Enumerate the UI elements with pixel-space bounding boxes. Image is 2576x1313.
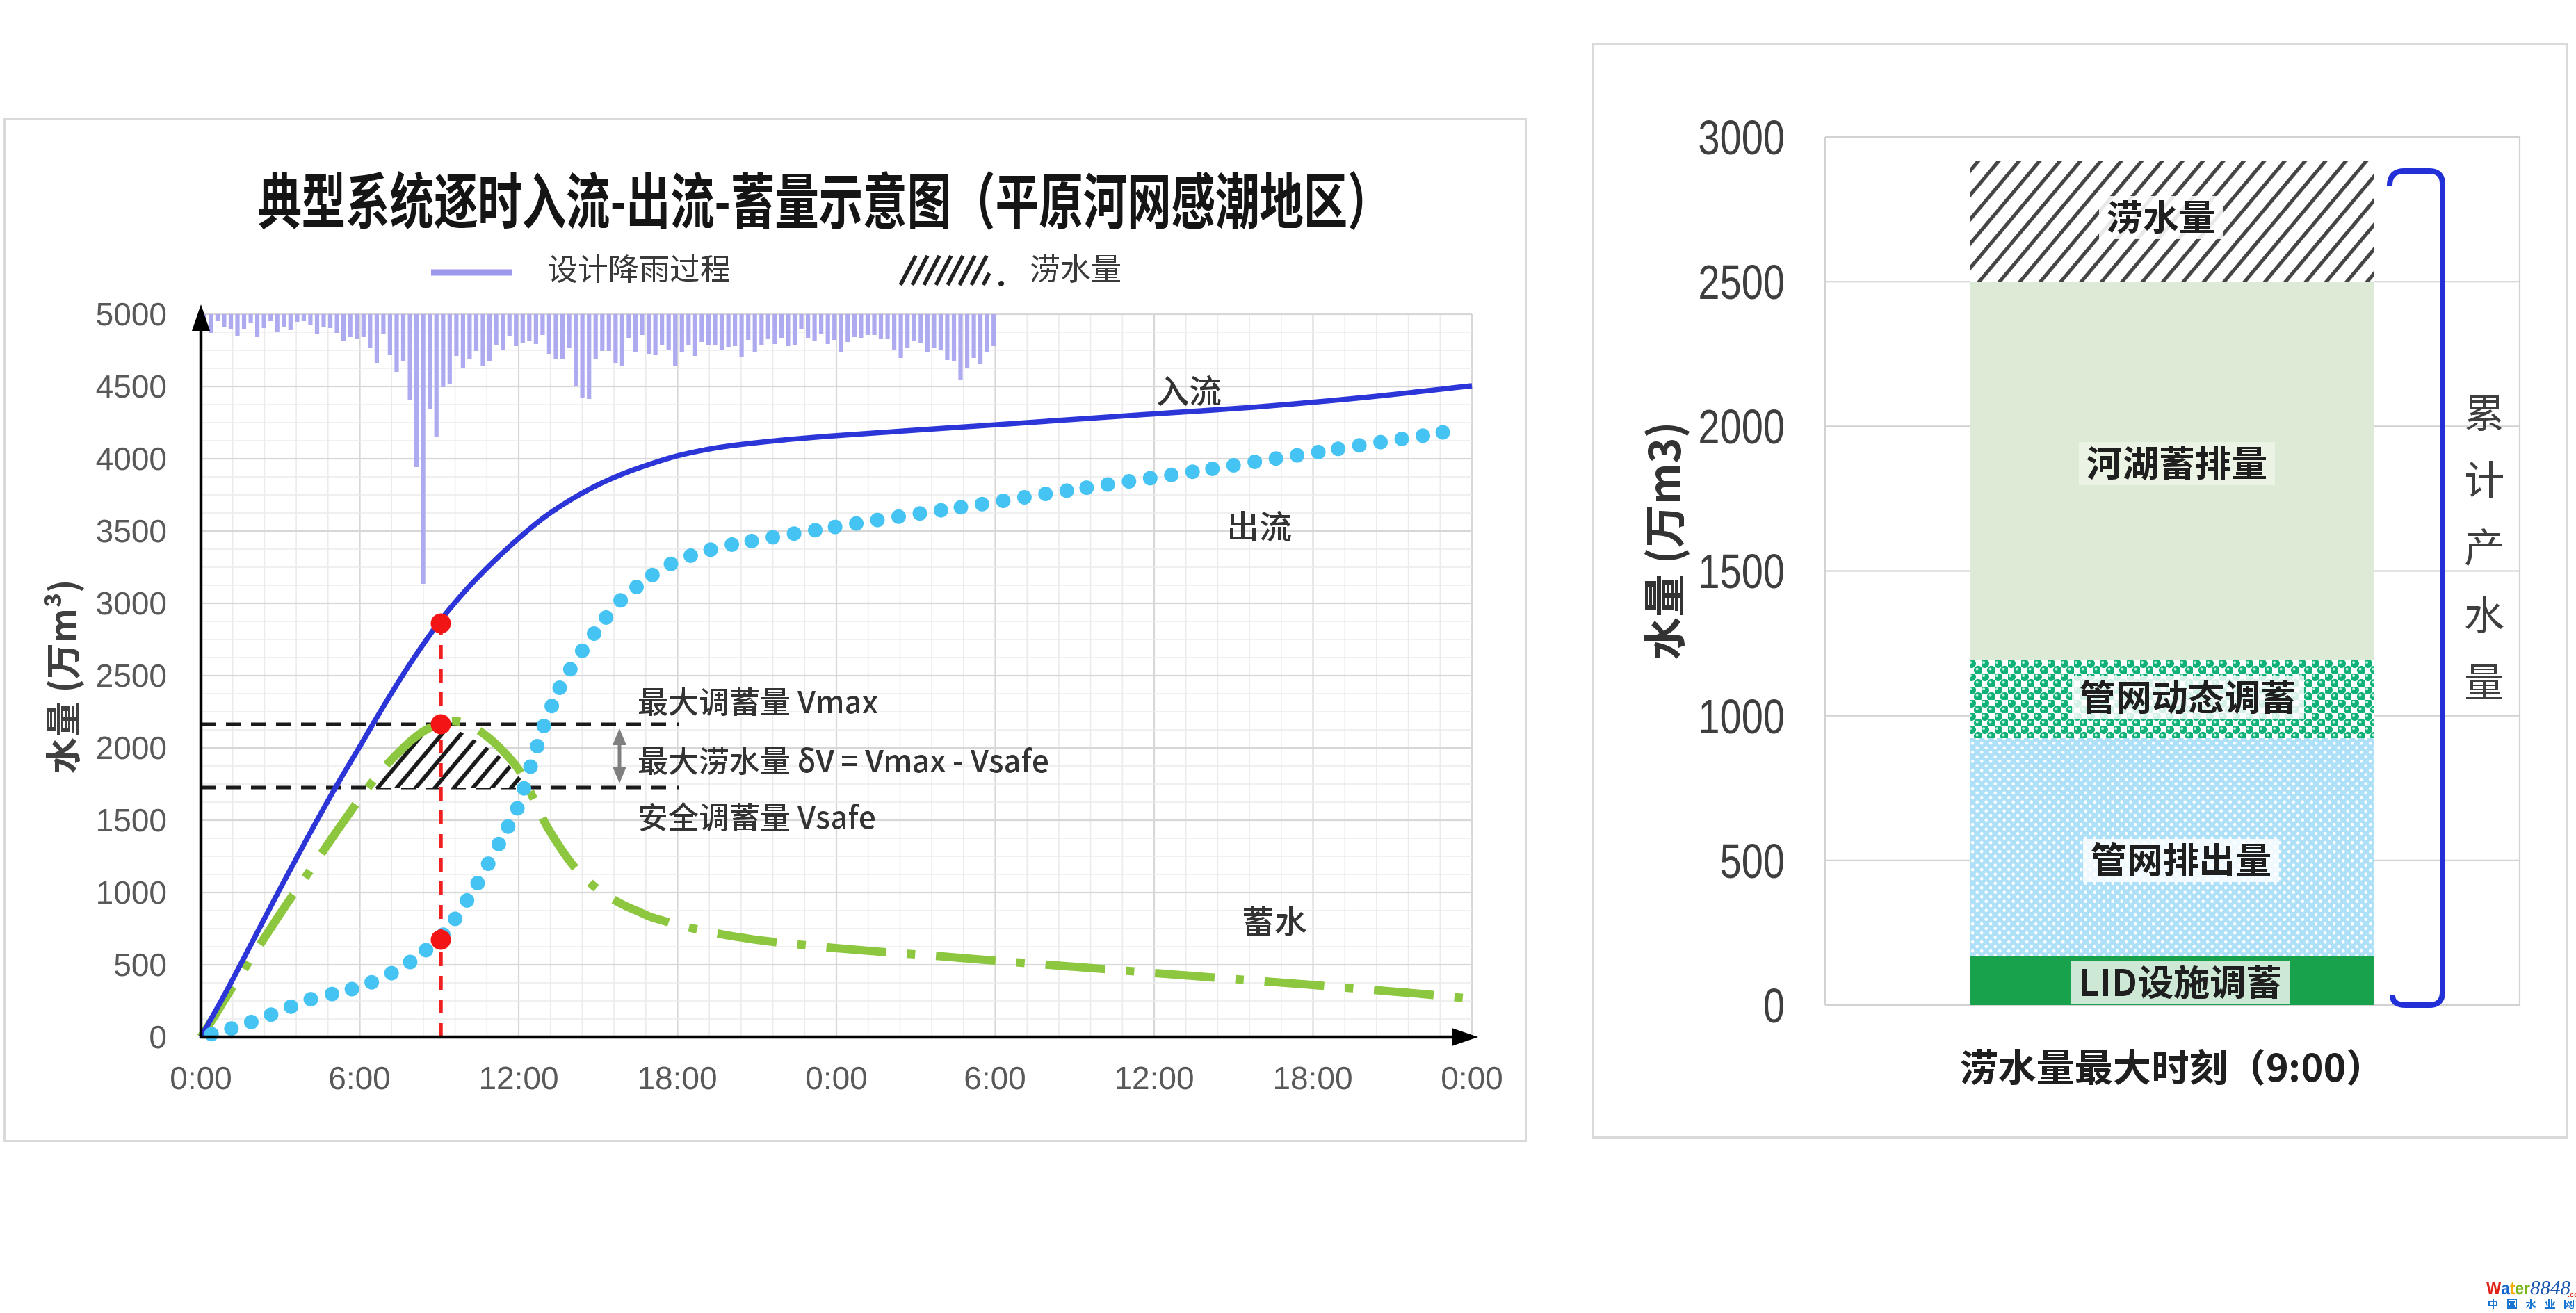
svg-text:3000: 3000 — [96, 585, 167, 621]
svg-text:18:00: 18:00 — [637, 1060, 717, 1096]
svg-text:.com: .com — [2568, 1291, 2576, 1299]
svg-text:12:00: 12:00 — [478, 1060, 558, 1096]
svg-text:5000: 5000 — [96, 296, 167, 332]
svg-text:2500: 2500 — [96, 658, 167, 694]
svg-text:1500: 1500 — [96, 802, 167, 838]
svg-text:0:00: 0:00 — [1441, 1060, 1503, 1096]
svg-text:1500: 1500 — [1698, 545, 1785, 598]
svg-text:4000: 4000 — [96, 441, 167, 477]
svg-text:4500: 4500 — [96, 368, 167, 405]
svg-text:3500: 3500 — [96, 513, 167, 549]
svg-text:18:00: 18:00 — [1272, 1060, 1352, 1096]
svg-text:2000: 2000 — [1698, 400, 1785, 454]
svg-text:6:00: 6:00 — [328, 1060, 391, 1096]
svg-text:0: 0 — [149, 1019, 167, 1055]
svg-text:500: 500 — [1720, 835, 1785, 888]
svg-text:1000: 1000 — [1698, 690, 1785, 744]
svg-text:Water: Water — [2486, 1279, 2530, 1299]
svg-text:2000: 2000 — [96, 730, 167, 766]
svg-text:1000: 1000 — [96, 874, 167, 911]
svg-text:6:00: 6:00 — [964, 1060, 1026, 1096]
svg-text:12:00: 12:00 — [1114, 1060, 1194, 1096]
svg-text:2500: 2500 — [1698, 256, 1785, 309]
svg-text:0:00: 0:00 — [170, 1060, 232, 1096]
svg-text:0: 0 — [1763, 979, 1785, 1033]
svg-text:3000: 3000 — [1698, 111, 1785, 165]
svg-text:0:00: 0:00 — [805, 1060, 868, 1096]
svg-text:500: 500 — [113, 947, 167, 983]
svg-text:8848: 8848 — [2530, 1277, 2571, 1299]
